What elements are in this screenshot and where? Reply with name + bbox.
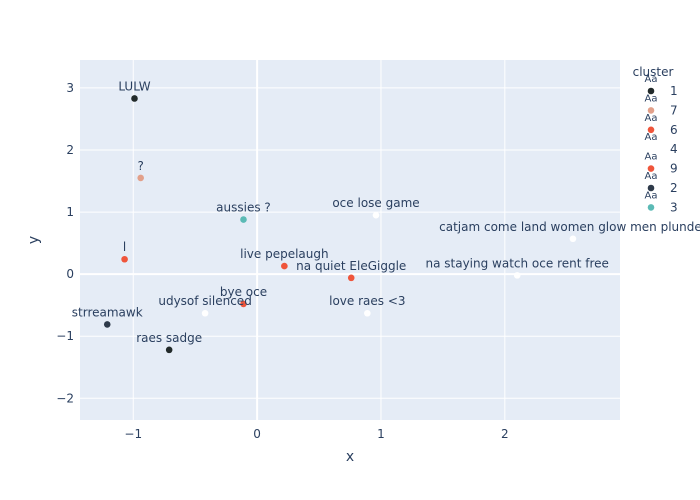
point-label: love raes <3: [329, 294, 405, 308]
y-tick-label: 0: [66, 267, 74, 281]
point-label: na quiet EleGiggle: [296, 259, 406, 273]
point-label: bye oce: [220, 285, 267, 299]
legend: cluster Aa 1 Aa 7 Aa 6 Aa 4 Aa 9 Aa 2 Aa 3: [633, 65, 678, 214]
legend-marker: [647, 107, 655, 114]
scatter-point: [165, 346, 173, 354]
scatter-point: [131, 95, 138, 102]
point-label: oce lose game: [332, 196, 419, 210]
legend-marker: [647, 145, 655, 153]
point-labels: LULW? l strreamawk raes sadge udysof silence…: [72, 79, 700, 344]
point-label: udysof silenced: [158, 294, 251, 308]
scatter-point: [103, 321, 111, 328]
scatter-point: [364, 309, 371, 317]
scatter-point: [121, 255, 128, 263]
y-axis-title: y: [26, 236, 42, 244]
legend-text-marker: Aa: [645, 190, 658, 201]
legend-marker: [647, 165, 655, 172]
legend-text-marker: Aa: [645, 171, 658, 182]
point-label: ?: [138, 159, 144, 173]
point-label: aussies ?: [216, 201, 271, 215]
scatter-point: [281, 262, 288, 270]
legend-marker: [647, 126, 655, 134]
point-label: na staying watch oce rent free: [425, 256, 608, 270]
axis-ticks: −1 0 1 2 −2 −1 0 1 2 3: [56, 81, 508, 441]
x-tick-label: −1: [124, 427, 142, 441]
point-label: LULW: [118, 79, 150, 93]
scatter-point: [372, 211, 380, 219]
legend-entry-label: 1: [670, 84, 678, 98]
scatter-point: [201, 309, 209, 317]
legend-text-marker: Aa: [645, 113, 658, 124]
legend-text-marker: Aa: [645, 132, 658, 143]
legend-entry-label: 7: [670, 103, 678, 117]
legend-text-marker: Aa: [645, 93, 658, 104]
point-label: catjam come land women glow men plunder: [439, 220, 700, 234]
legend-title: cluster: [633, 65, 674, 79]
y-tick-label: −2: [56, 391, 74, 405]
legend-entry-label: 3: [670, 200, 678, 214]
point-label: strreamawk: [72, 305, 143, 319]
x-tick-label: 0: [253, 427, 261, 441]
legend-entry-label: 2: [670, 181, 678, 195]
y-tick-label: 3: [66, 81, 74, 95]
legend-entry-label: 6: [670, 123, 678, 137]
plot-area: [80, 60, 620, 420]
x-tick-label: 1: [377, 427, 385, 441]
y-tick-label: −1: [56, 329, 74, 343]
legend-marker: [647, 87, 655, 95]
point-label: live pepelaugh: [240, 247, 328, 261]
y-tick-label: 2: [66, 143, 74, 157]
point-label: raes sadge: [136, 331, 202, 345]
x-axis-title: x: [346, 449, 354, 465]
legend-entry-label: 4: [670, 142, 678, 156]
scatter-point: [240, 300, 247, 308]
x-tick-label: 2: [501, 427, 509, 441]
legend-entry-label: 9: [670, 162, 678, 176]
scatter-point: [240, 216, 247, 223]
scatter-point: [569, 235, 577, 243]
grid-lines: [80, 60, 620, 420]
legend-marker: [647, 184, 655, 192]
data-points: [103, 95, 577, 354]
legend-marker: [647, 204, 655, 211]
scatter-point: [513, 272, 521, 279]
point-label: l: [123, 240, 126, 254]
legend-text-marker: Aa: [645, 152, 658, 163]
scatter-point: [137, 174, 144, 182]
legend-text-marker: Aa: [645, 74, 658, 85]
y-tick-label: 1: [66, 205, 74, 219]
scatter-point: [347, 274, 355, 282]
